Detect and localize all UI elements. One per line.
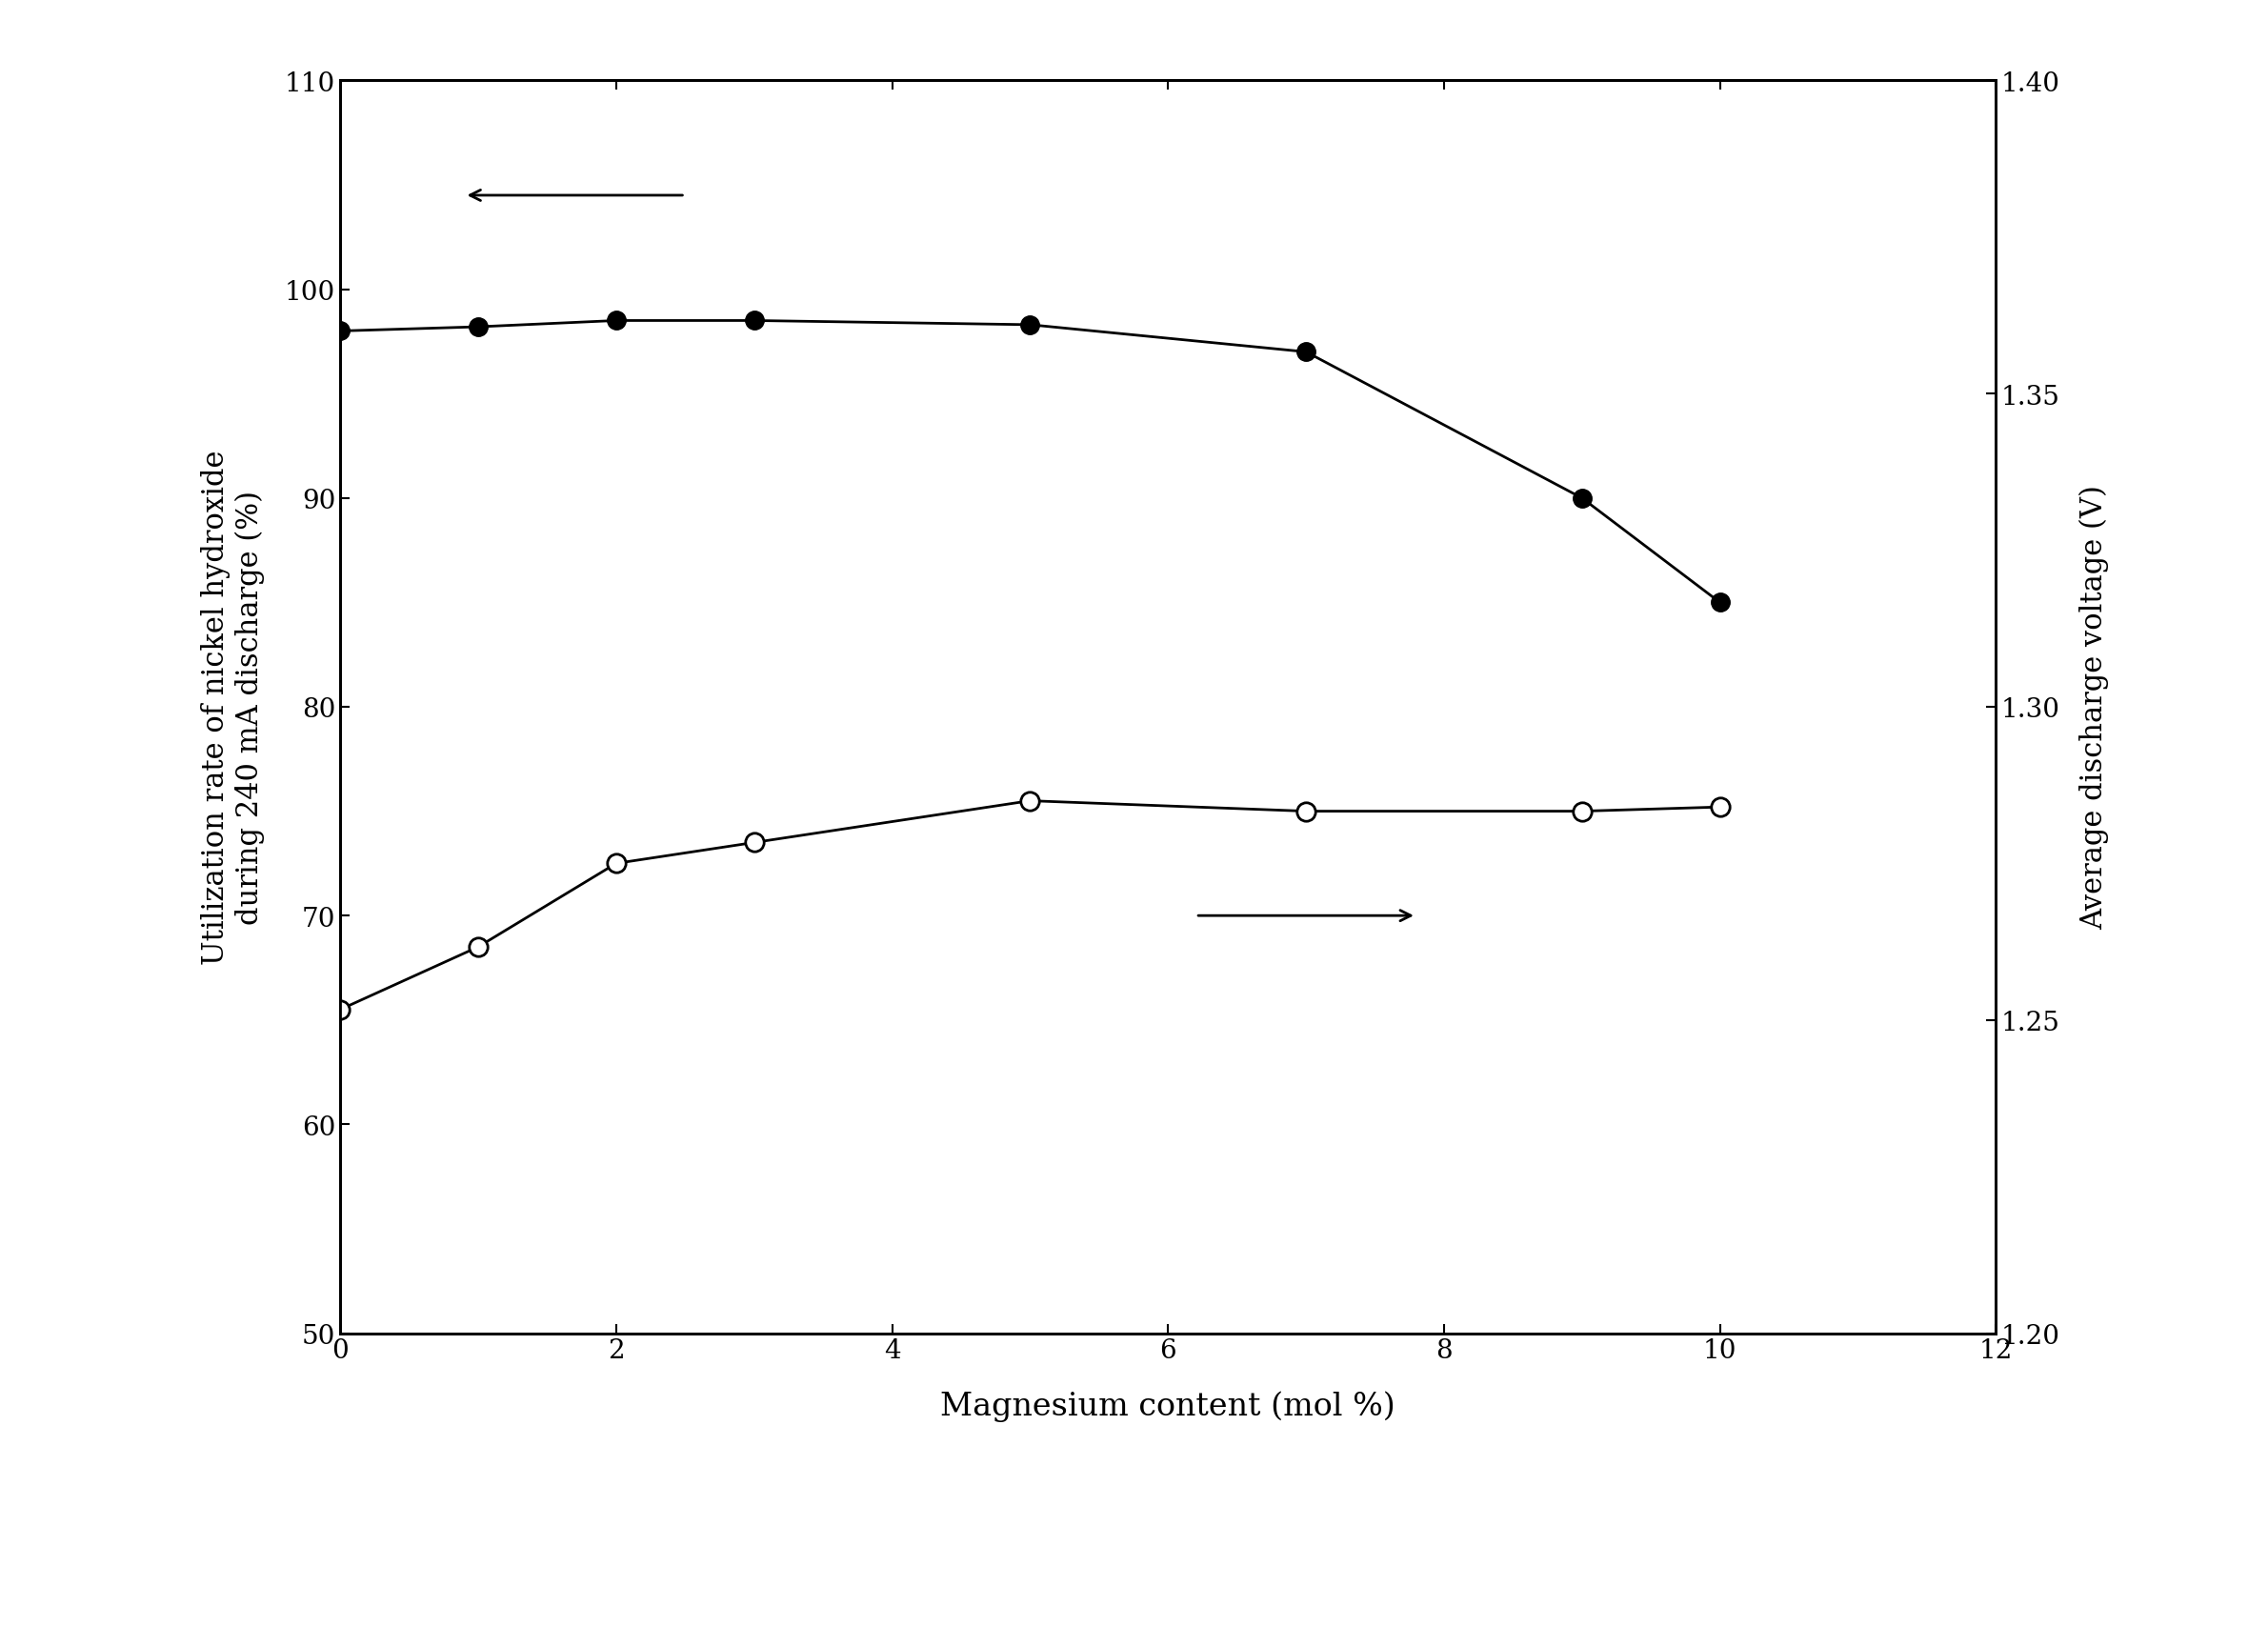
X-axis label: Magnesium content (mol %): Magnesium content (mol %) [941,1390,1395,1421]
Y-axis label: Average discharge voltage (V): Average discharge voltage (V) [2080,485,2109,930]
Y-axis label: Utilization rate of nickel hydroxide
during 240 mA discharge (%): Utilization rate of nickel hydroxide dur… [202,450,265,964]
